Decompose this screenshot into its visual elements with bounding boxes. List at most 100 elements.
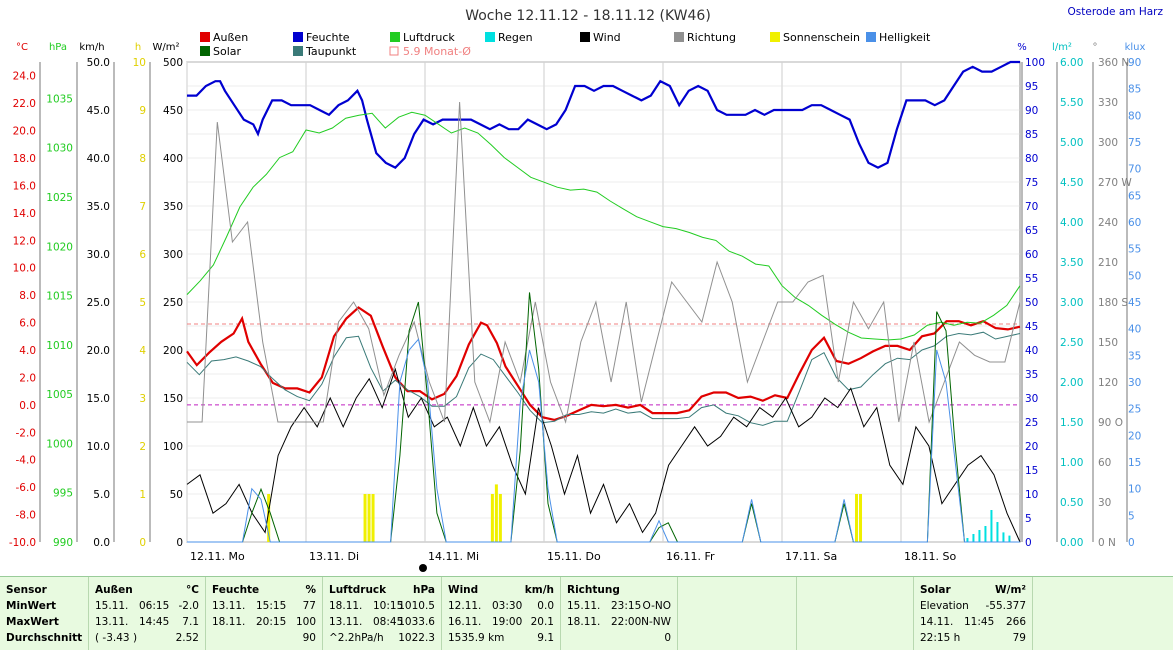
- wind-min-time: 03:30: [492, 600, 523, 612]
- wind-avg-value: 9.1: [537, 632, 554, 644]
- light_klux-tick-label: 40: [1128, 324, 1141, 336]
- plot-area: 12.11. Mo 13.11. Di 14.11. Mi 15.11. Do 16.1…: [186, 60, 1021, 563]
- solar-max-value: 266: [1005, 616, 1026, 628]
- legend-label: Luftdruck: [403, 31, 455, 44]
- wind-header: Wind: [448, 584, 479, 596]
- solar_wm2-tick-label: 350: [163, 201, 183, 213]
- empty-column-1: [678, 577, 797, 650]
- luftdruck-min-time: 10:15: [373, 600, 404, 612]
- wind-min-value: 0.0: [537, 600, 554, 612]
- wind_kmh-tick-label: 50.0: [87, 57, 110, 69]
- humidity_pct-tick-label: 45: [1025, 321, 1038, 333]
- luftdruck-max-time: 08:45: [373, 616, 404, 628]
- humidity_pct-tick-label: 20: [1025, 441, 1038, 453]
- rain-bar: [996, 522, 999, 542]
- pressure_hpa-tick-label: 990: [53, 537, 73, 549]
- direction_deg-tick-label: 270 W: [1098, 177, 1132, 189]
- temp_c-tick-label: 24.0: [13, 71, 36, 83]
- sun_h-axis-title: h: [135, 42, 141, 53]
- temp_c-tick-label: -2.0: [16, 427, 37, 439]
- legend-label: Solar: [213, 45, 242, 58]
- light_klux-tick-label: 30: [1128, 377, 1141, 389]
- legend-label: Helligkeit: [879, 31, 931, 44]
- solar_wm2-tick-label: 0: [176, 537, 183, 549]
- now-marker-icon: [419, 564, 427, 572]
- legend-label: Wind: [593, 31, 621, 44]
- rain-bar: [972, 534, 975, 542]
- humidity_pct-tick-label: 95: [1025, 81, 1038, 93]
- minwert-label: MinWert: [6, 600, 57, 612]
- sun_h-tick-label: 2: [139, 441, 146, 453]
- direction_deg-tick-label: 210: [1098, 257, 1118, 269]
- light_klux-tick-label: 50: [1128, 270, 1141, 282]
- direction_deg-tick-label: 360 N: [1098, 57, 1129, 69]
- luftdruck-column: Luftdruck hPa 18.11. 10:15 1010.5 13.11. 08:…: [323, 577, 442, 650]
- humidity_pct-tick-label: 30: [1025, 393, 1038, 405]
- rain_lm2-tick-label: 6.00: [1060, 57, 1083, 69]
- rain_lm2-tick-label: 3.00: [1060, 297, 1083, 309]
- richtung-min-time: 23:15: [611, 600, 642, 612]
- aussen-min-time: 06:15: [139, 600, 170, 612]
- light_klux-tick-label: 15: [1128, 457, 1141, 469]
- rain_lm2-tick-label: 1.50: [1060, 417, 1083, 429]
- solar-duration: 22:15 h: [920, 632, 961, 644]
- richtung-max-value: N-NW: [641, 616, 671, 628]
- solar-avg-value: 79: [1012, 632, 1026, 644]
- humidity_pct-tick-label: 40: [1025, 345, 1038, 357]
- pressure_hpa-tick-label: 1000: [46, 438, 73, 450]
- solar_wm2-tick-label: 400: [163, 153, 183, 165]
- light_klux-tick-label: 75: [1128, 137, 1141, 149]
- sunshine-bar: [371, 494, 375, 542]
- empty-column-3: [1033, 577, 1172, 650]
- luftdruck-min-value: 1010.5: [398, 600, 435, 612]
- solar_wm2-tick-label: 100: [163, 441, 183, 453]
- sunshine-bar: [367, 494, 371, 542]
- legend-label: 5.9 Monat-Ø: [403, 45, 471, 58]
- temp_c-tick-label: -8.0: [16, 510, 37, 522]
- luftdruck-unit: hPa: [413, 584, 435, 596]
- feuchte-avg-value: 90: [302, 632, 316, 644]
- aussen-min-date: 15.11.: [95, 600, 129, 612]
- legend-label: Außen: [213, 31, 248, 44]
- direction_deg-tick-label: 330: [1098, 97, 1118, 109]
- series-line-taupunkt: [186, 331, 1021, 426]
- feuchte-min-date: 13.11.: [212, 600, 246, 612]
- series-line-helligkeit: [187, 338, 1020, 543]
- temp_c-tick-label: -4.0: [16, 455, 37, 467]
- temp_c-tick-label: 22.0: [13, 98, 36, 110]
- sun_h-tick-label: 0: [139, 537, 146, 549]
- humidity_pct-tick-label: 0: [1025, 537, 1032, 549]
- rain_lm2-tick-label: 0.50: [1060, 497, 1083, 509]
- feuchte-max-value: 100: [295, 616, 316, 628]
- humidity_pct-tick-label: 100: [1025, 57, 1045, 69]
- humidity_pct-tick-label: 65: [1025, 225, 1038, 237]
- rain-bar: [978, 530, 981, 542]
- direction_deg-tick-label: 30: [1098, 497, 1111, 509]
- wind_kmh-tick-label: 15.0: [87, 393, 110, 405]
- direction_deg-tick-label: 90 O: [1098, 417, 1123, 429]
- light_klux-tick-label: 5: [1128, 510, 1135, 522]
- pressure_hpa-tick-label: 1035: [46, 93, 73, 105]
- rain_lm2-tick-label: 1.00: [1060, 457, 1083, 469]
- pressure_hpa-tick-label: 1010: [46, 340, 73, 352]
- temp_c-tick-label: 8.0: [19, 290, 36, 302]
- rain-bar: [1002, 532, 1005, 542]
- legend-swatch: [389, 46, 399, 56]
- x-tick-label: 17.11. Sa: [785, 550, 837, 563]
- temp_c-tick-label: 0.0: [19, 400, 36, 412]
- legend-swatch: [200, 32, 210, 42]
- location-label: Osterode am Harz: [1068, 6, 1164, 18]
- temp_c-tick-label: 18.0: [13, 153, 36, 165]
- legend-swatch: [293, 32, 303, 42]
- empty-column-2: [797, 577, 914, 650]
- aussen-max-date: 13.11.: [95, 616, 129, 628]
- rain_lm2-tick-label: 5.00: [1060, 137, 1083, 149]
- aussen-max-time: 14:45: [139, 616, 170, 628]
- humidity_pct-tick-label: 10: [1025, 489, 1038, 501]
- humidity_pct-tick-label: 25: [1025, 417, 1038, 429]
- humidity_pct-tick-label: 55: [1025, 273, 1038, 285]
- sun_h-tick-label: 8: [139, 153, 146, 165]
- solar_wm2-tick-label: 50: [170, 489, 183, 501]
- feuchte-max-time: 20:15: [256, 616, 287, 628]
- humidity_pct-tick-label: 70: [1025, 201, 1038, 213]
